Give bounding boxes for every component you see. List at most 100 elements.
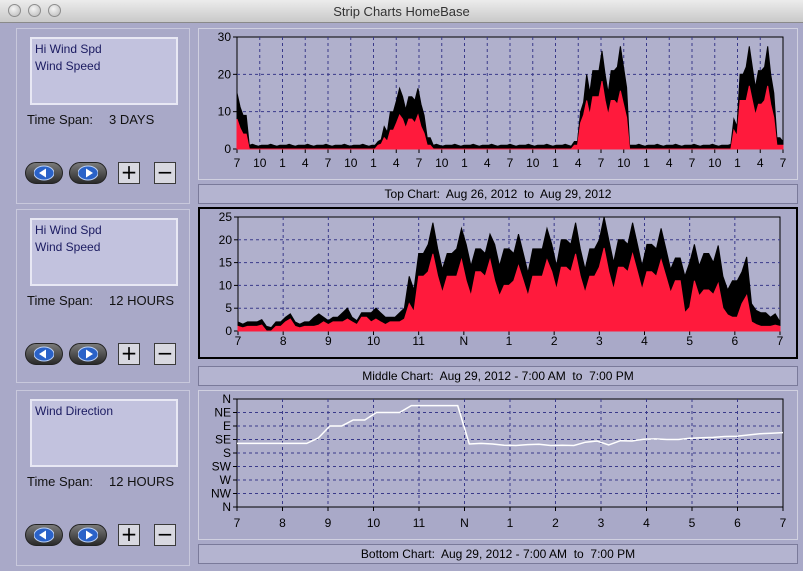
x-tick-label: 2 <box>552 516 559 530</box>
x-tick-label: 7 <box>234 156 241 170</box>
time-span-label: Time Span: <box>27 474 93 489</box>
x-tick-label: 7 <box>780 156 787 170</box>
arrow-left-icon <box>34 165 54 181</box>
bottom-zoom-out-button[interactable]: − <box>154 524 176 546</box>
close-window-button[interactable] <box>8 4 21 17</box>
x-tick-label: 7 <box>598 156 605 170</box>
x-tick-label: 1 <box>370 156 377 170</box>
x-tick-label: 4 <box>643 516 650 530</box>
x-tick-label: 10 <box>526 156 540 170</box>
arrow-left-icon <box>34 527 54 543</box>
hi-wind-speed-series <box>236 46 784 150</box>
x-tick-label: 1 <box>506 334 513 348</box>
middle-zoom-out-button[interactable]: − <box>154 343 176 365</box>
arrow-right-icon <box>78 165 98 181</box>
middle-scroll-forward-button[interactable] <box>69 343 107 365</box>
list-item[interactable]: Hi Wind Spd <box>35 42 102 56</box>
y-tick-label: 10 <box>219 278 233 292</box>
y-tick-label: 10 <box>218 105 232 119</box>
bottom-scroll-forward-button[interactable] <box>69 524 107 546</box>
y-tick-label: 15 <box>219 256 233 270</box>
middle-chart-plot: 0 5 10 15 20 25 7 8 9 10 11 N 1 2 3 4 5 6 7 <box>219 210 784 348</box>
x-tick-label: 10 <box>708 156 722 170</box>
x-tick-label: 1 <box>461 156 468 170</box>
zoom-window-button[interactable] <box>48 4 61 17</box>
y-tick-label: 0 <box>224 142 231 156</box>
bottom-chart-caption: Bottom Chart: Aug 29, 2012 - 7:00 AM to … <box>198 544 798 564</box>
x-tick-label: 1 <box>279 156 286 170</box>
y-tick-label: 25 <box>219 210 233 224</box>
x-tick-label: 11 <box>412 334 425 348</box>
time-span: Time Span: 3 DAYS <box>27 112 154 127</box>
top-chart[interactable]: 0 10 20 30 7 10 1 4 7 10 1 4 7 10 1 4 7 10 1 4 7 10 1 4 7 10 1 4 7 <box>198 28 798 180</box>
x-tick-label: 10 <box>367 516 381 530</box>
x-tick-label: 1 <box>734 156 741 170</box>
x-tick-label: 2 <box>551 334 558 348</box>
y-tick-label: SE <box>215 433 231 447</box>
x-tick-label: 7 <box>777 334 784 348</box>
x-tick-label: 7 <box>507 156 514 170</box>
arrow-right-icon <box>78 346 98 362</box>
x-tick-label: 1 <box>507 516 514 530</box>
top-series-list[interactable]: Hi Wind Spd Wind Speed <box>30 37 178 105</box>
arrow-left-icon <box>34 346 54 362</box>
y-tick-label: 30 <box>218 30 232 44</box>
middle-chart[interactable]: 0 5 10 15 20 25 7 8 9 10 11 N 1 2 3 4 5 6 7 <box>198 207 798 359</box>
time-span: Time Span: 12 HOURS <box>27 293 174 308</box>
y-tick-label: NW <box>211 487 232 501</box>
bottom-chart-controls: Wind Direction Time Span: 12 HOURS + − <box>16 390 190 566</box>
x-tick-label: 9 <box>325 516 332 530</box>
list-item[interactable]: Wind Speed <box>35 240 101 254</box>
x-tick-label: 8 <box>279 516 286 530</box>
x-tick-label: 4 <box>302 156 309 170</box>
x-tick-label: 6 <box>731 334 738 348</box>
x-tick-label: 10 <box>435 156 449 170</box>
x-tick-label: N <box>460 516 469 530</box>
list-item[interactable]: Wind Direction <box>35 404 114 418</box>
bottom-series-list[interactable]: Wind Direction <box>30 399 178 467</box>
x-tick-label: 3 <box>596 334 603 348</box>
x-tick-label: 10 <box>617 156 631 170</box>
middle-scroll-back-button[interactable] <box>25 343 63 365</box>
time-span-value: 3 DAYS <box>109 112 155 127</box>
y-tick-label: W <box>220 473 232 487</box>
y-tick-label: N <box>222 500 231 514</box>
window-title: Strip Charts HomeBase <box>333 4 470 19</box>
bottom-scroll-back-button[interactable] <box>25 524 63 546</box>
middle-zoom-in-button[interactable]: + <box>118 343 140 365</box>
x-tick-label: 4 <box>641 334 648 348</box>
time-span-label: Time Span: <box>27 112 93 127</box>
x-tick-label: 4 <box>484 156 491 170</box>
time-span-value: 12 HOURS <box>109 474 175 489</box>
x-tick-label: 10 <box>344 156 358 170</box>
y-tick-label: N <box>222 392 231 406</box>
list-item[interactable]: Wind Speed <box>35 59 101 73</box>
top-chart-plot: 0 10 20 30 7 10 1 4 7 10 1 4 7 10 1 4 7 10 1 4 7 10 1 4 7 10 1 4 7 <box>218 30 787 170</box>
time-span-value: 12 HOURS <box>109 293 175 308</box>
x-tick-label: 8 <box>280 334 287 348</box>
middle-series-list[interactable]: Hi Wind Spd Wind Speed <box>30 218 178 286</box>
time-span: Time Span: 12 HOURS <box>27 474 174 489</box>
y-tick-label: SW <box>212 460 232 474</box>
top-chart-caption: Top Chart: Aug 26, 2012 to Aug 29, 2012 <box>198 184 798 204</box>
middle-chart-caption: Middle Chart: Aug 29, 2012 - 7:00 AM to … <box>198 366 798 386</box>
x-tick-label: 4 <box>575 156 582 170</box>
minimize-window-button[interactable] <box>28 4 41 17</box>
title-bar: Strip Charts HomeBase <box>0 0 803 23</box>
top-scroll-back-button[interactable] <box>25 162 63 184</box>
y-tick-label: 20 <box>218 67 232 81</box>
x-tick-label: 3 <box>598 516 605 530</box>
middle-chart-controls: Hi Wind Spd Wind Speed Time Span: 12 HOUR… <box>16 209 190 383</box>
x-tick-label: 7 <box>689 156 696 170</box>
x-tick-label: 4 <box>666 156 673 170</box>
bottom-zoom-in-button[interactable]: + <box>118 524 140 546</box>
x-tick-label: 7 <box>235 334 242 348</box>
x-tick-label: 7 <box>780 516 787 530</box>
top-zoom-in-button[interactable]: + <box>118 162 140 184</box>
top-scroll-forward-button[interactable] <box>69 162 107 184</box>
bottom-chart[interactable]: N NW W SW S SE E NE N 7 8 9 10 11 N 1 2 3 4 5 6 7 <box>198 390 798 540</box>
top-zoom-out-button[interactable]: − <box>154 162 176 184</box>
list-item[interactable]: Hi Wind Spd <box>35 223 102 237</box>
x-tick-label: 5 <box>686 334 693 348</box>
